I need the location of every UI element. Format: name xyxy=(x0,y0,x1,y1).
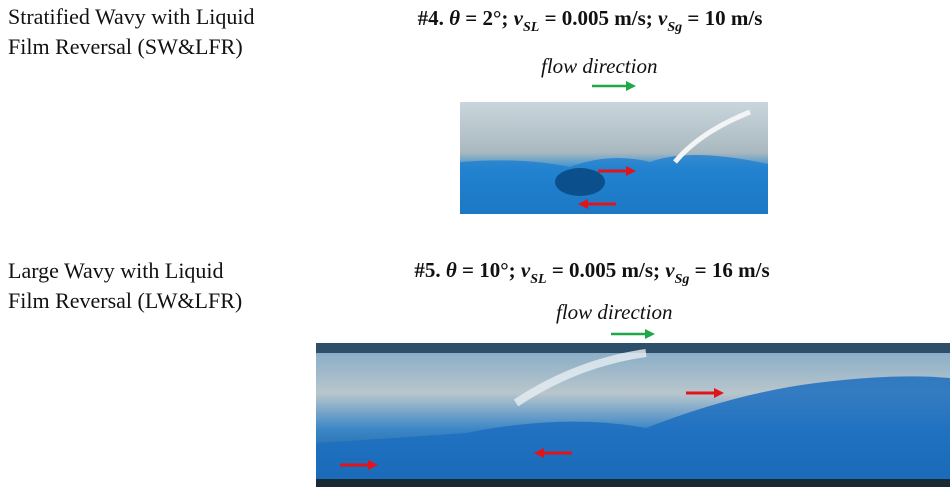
label-line: Film Reversal (SW&LFR) xyxy=(8,34,243,59)
regime-label: Large Wavy with Liquid Film Reversal (LW… xyxy=(8,256,242,316)
title-segment: θ xyxy=(449,6,461,30)
title-segment: v xyxy=(513,6,523,30)
photo xyxy=(316,343,950,487)
label-line: Film Reversal (LW&LFR) xyxy=(8,288,243,313)
title-segment: θ xyxy=(445,258,457,282)
flow-arrow xyxy=(611,329,655,339)
case-title: #5. θ = 10°; vSL = 0.005 m/s; vSg = 16 m… xyxy=(362,258,822,288)
title-segment: = 10 m/s xyxy=(682,6,763,30)
title-segment: SL xyxy=(522,20,540,35)
title-segment: Sg xyxy=(667,20,683,35)
title-segment: Sg xyxy=(674,272,690,287)
photo xyxy=(460,102,768,214)
title-segment: = 0.005 m/s; xyxy=(546,258,666,282)
case-title: #4. θ = 2°; vSL = 0.005 m/s; vSg = 10 m/… xyxy=(370,6,810,36)
regime-label: Stratified Wavy with Liquid Film Reversa… xyxy=(8,2,255,62)
title-segment: SL xyxy=(530,272,547,287)
title-segment: = 0.005 m/s; xyxy=(539,6,659,30)
title-segment: v xyxy=(665,258,675,282)
flow-label: flow direction xyxy=(556,300,673,324)
title-segment: #5. xyxy=(414,258,446,282)
title-segment: = 16 m/s xyxy=(689,258,770,282)
title-segment: = 2°; xyxy=(460,6,514,30)
title-segment: = 10°; xyxy=(456,258,521,282)
label-line: Large Wavy with Liquid xyxy=(8,258,224,283)
title-segment: v xyxy=(658,6,668,30)
flow-arrow xyxy=(592,81,636,91)
title-segment: v xyxy=(520,258,531,282)
label-line: Stratified Wavy with Liquid xyxy=(8,4,255,29)
title-segment: #4. xyxy=(417,6,450,30)
flow-label: flow direction xyxy=(541,54,658,78)
